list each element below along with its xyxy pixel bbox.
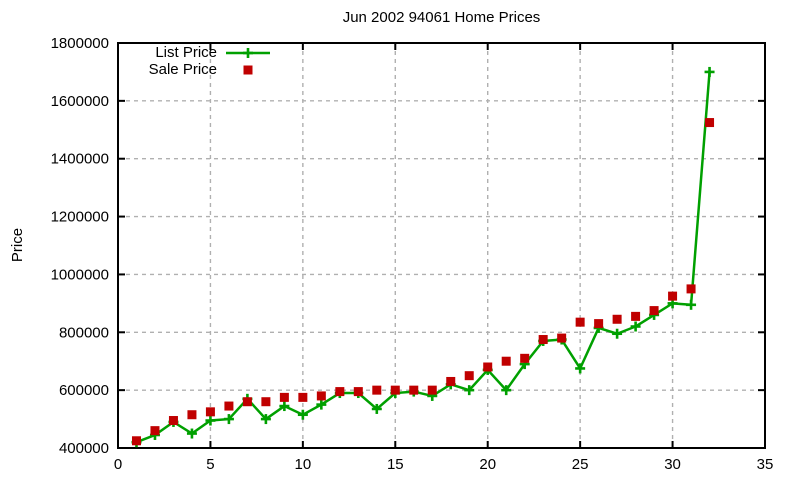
data-point-square [631,311,641,321]
y-tick-label: 400000 [59,440,109,457]
x-tick-label: 0 [114,456,122,473]
data-point-square [390,385,400,395]
data-point-square [409,385,419,395]
legend-square [243,65,253,74]
legend-sample-line-plus-icon [225,45,271,61]
series-line-0 [136,71,711,444]
data-point-square [335,387,345,397]
y-tick-label: 600000 [59,382,109,399]
data-point-square [557,333,567,343]
x-tick-label: 25 [572,456,589,473]
data-point-square [446,376,456,386]
data-point-square [705,118,715,128]
y-tick-label: 1800000 [51,35,109,52]
data-point-square [279,392,289,402]
plot-border [117,42,766,449]
x-tick-label: 5 [206,456,214,473]
data-point-square [686,284,696,294]
data-point-square [205,407,215,417]
data-point-square [575,317,585,327]
y-tick-label: 1200000 [51,209,109,226]
data-point-square [168,416,178,426]
legend: List Price Sale Price [137,44,271,78]
legend-sample-square-icon [225,62,271,78]
data-point-square [261,397,271,407]
data-point-square [224,401,234,411]
data-point-square [316,391,326,401]
data-point-square [594,319,604,329]
x-tick-label: 30 [664,456,681,473]
data-point-square [483,362,493,372]
data-point-square [612,314,622,324]
y-axis-label: Price [9,227,26,263]
data-point-square [501,356,511,366]
y-tick-label: 800000 [59,324,109,341]
data-point-square [131,436,141,446]
data-point-square [520,353,530,363]
x-tick-label: 10 [295,456,312,473]
x-tick-label: 20 [479,456,496,473]
data-point-square [242,397,252,407]
y-tick-label: 1600000 [51,93,109,110]
y-tick-label: 1400000 [51,151,109,168]
data-point-square [298,392,308,402]
data-point-square [187,410,197,420]
data-point-square [649,306,659,316]
data-point-square [353,387,363,397]
data-point-square [372,385,382,395]
x-tick-label: 35 [757,456,774,473]
data-point-square [427,385,437,395]
chart-title: Jun 2002 94061 Home Prices [342,9,541,26]
x-tick-label: 15 [387,456,404,473]
y-tick-label: 1000000 [51,266,109,283]
legend-label-list-price: List Price [155,44,217,61]
data-point-square [150,426,160,436]
legend-label-sale-price: Sale Price [148,61,217,78]
data-point-square [538,335,548,345]
data-point-square [668,291,678,301]
legend-row-list-price: List Price [137,44,271,61]
legend-row-sale-price: Sale Price [137,61,271,78]
data-point-square [464,371,474,381]
